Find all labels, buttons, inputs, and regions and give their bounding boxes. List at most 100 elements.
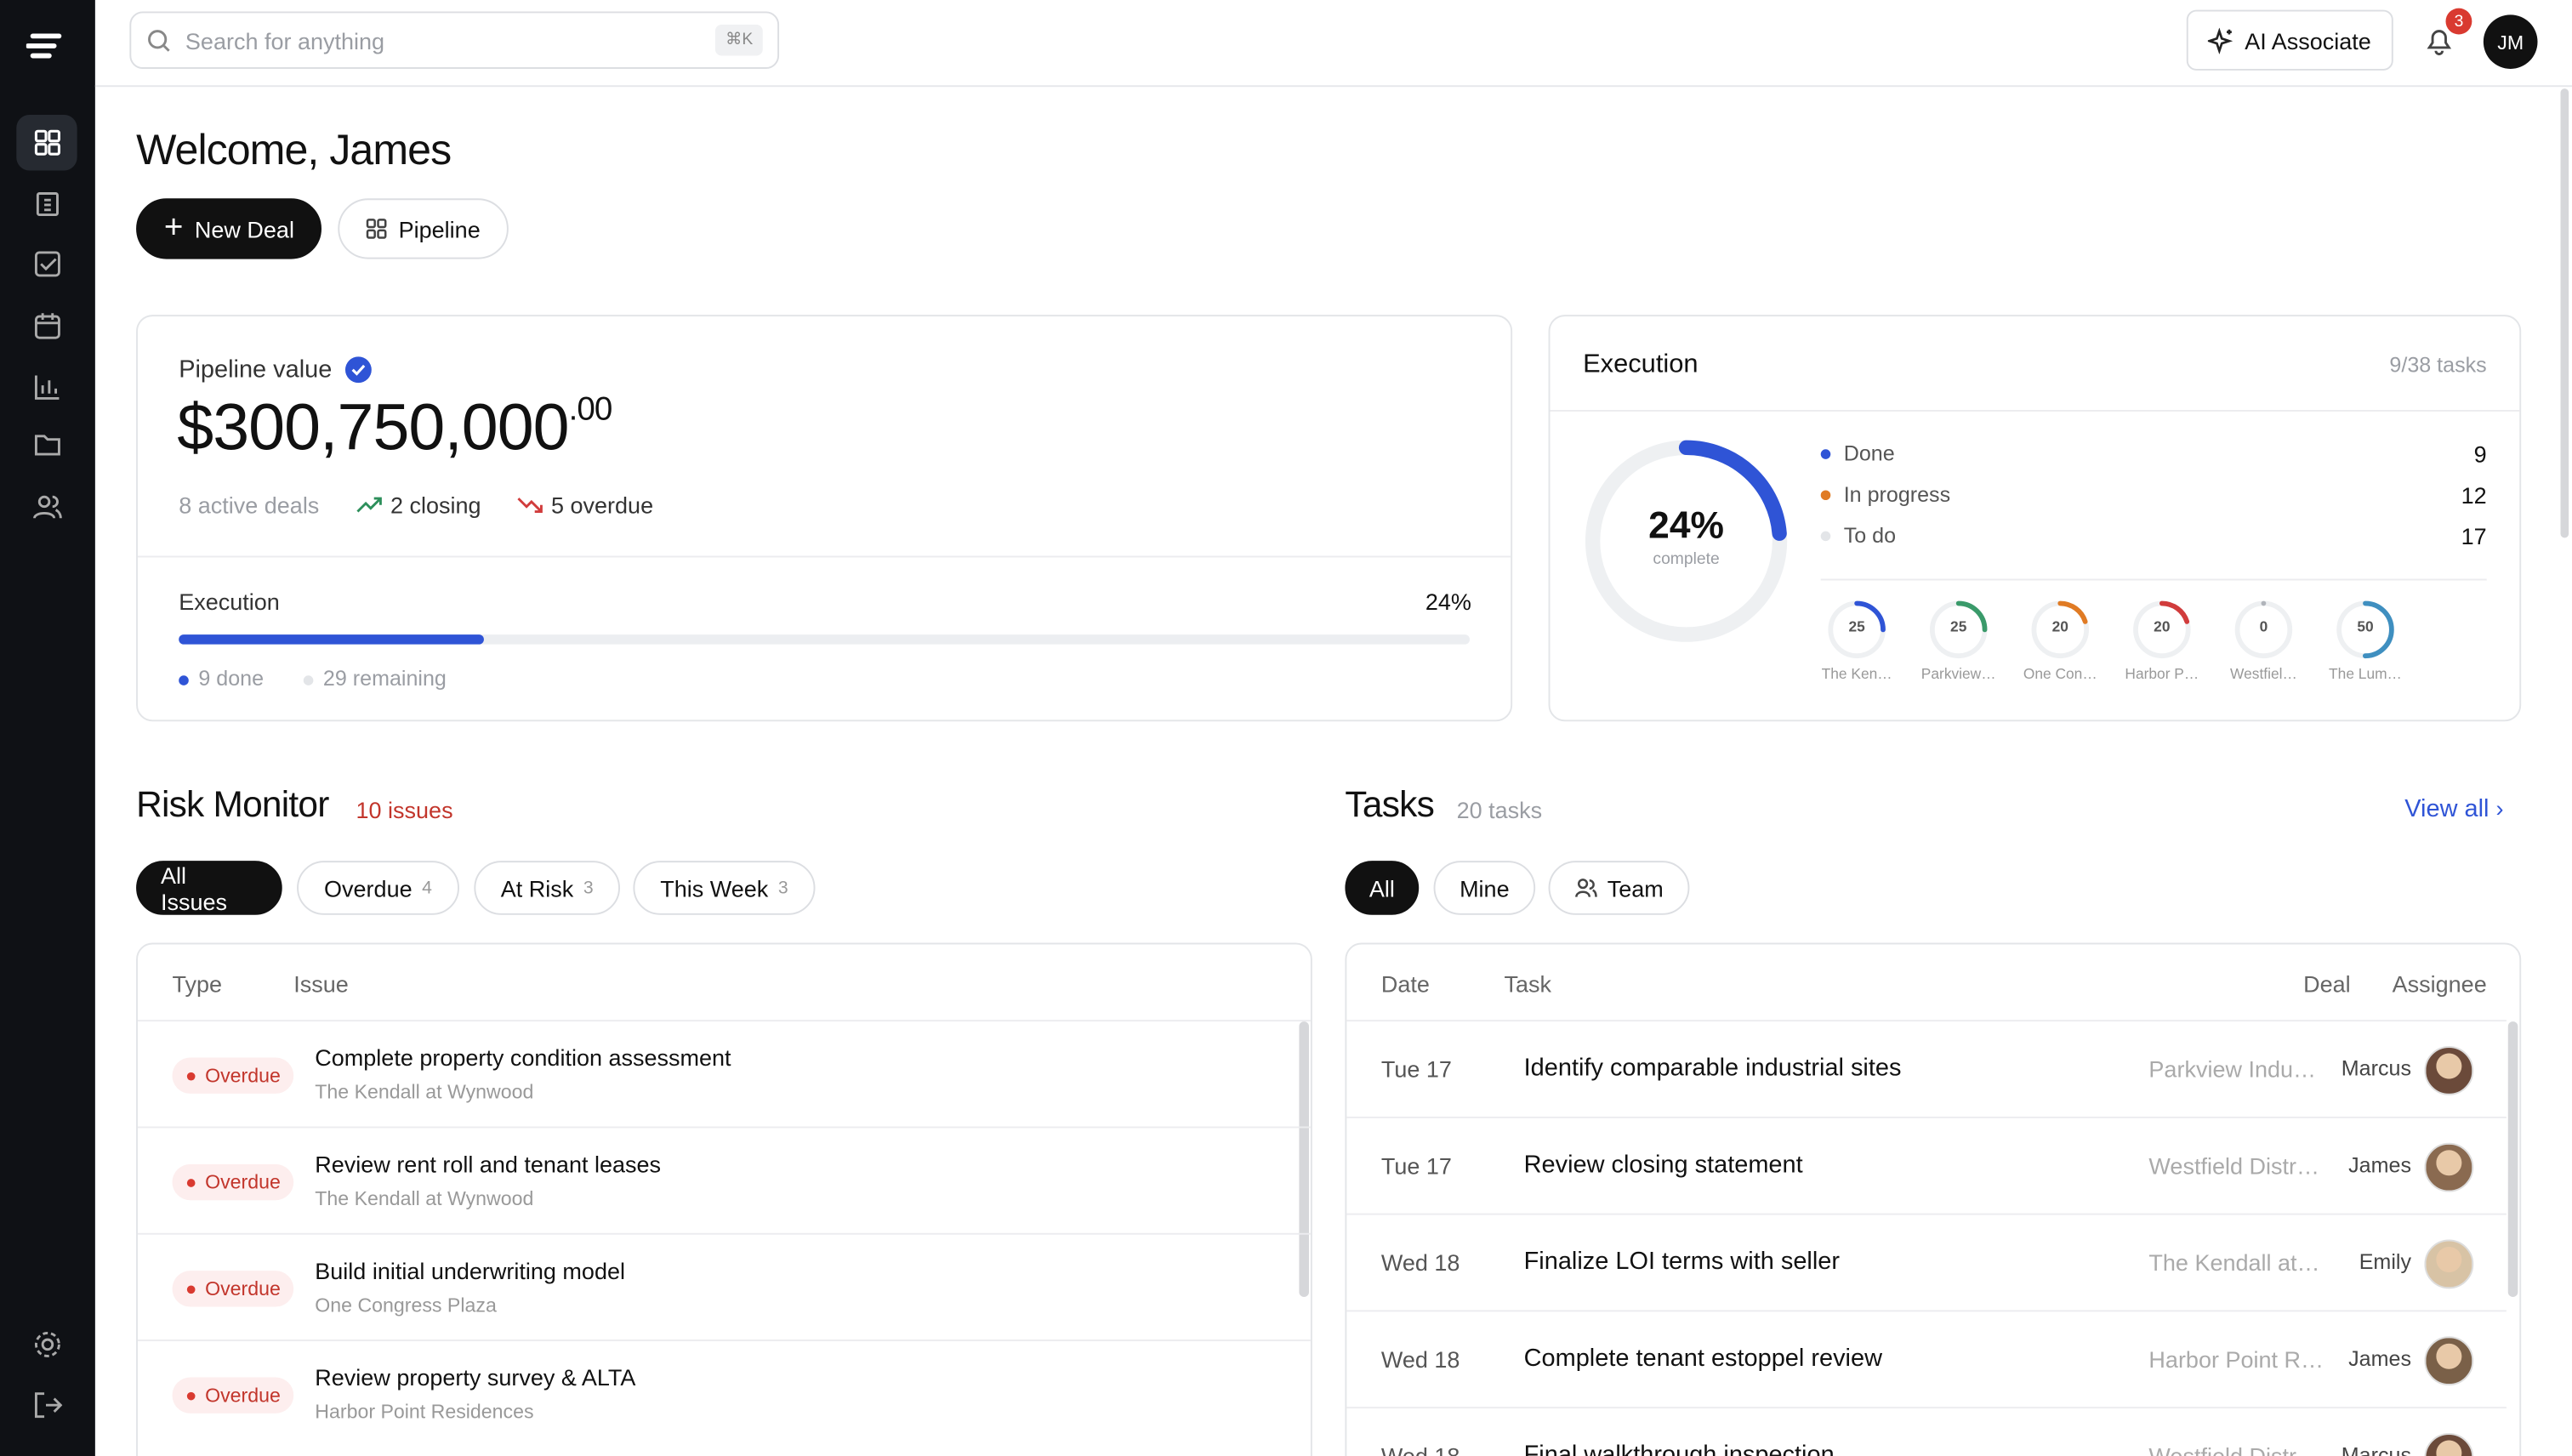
task-date: Tue 17 — [1380, 1055, 1452, 1083]
mini-value: 25 — [1950, 617, 1967, 635]
legend-item: In progress 12 — [1820, 481, 2487, 509]
legend-item: Done 9 — [1820, 441, 2487, 468]
closing-count: 2 closing — [390, 492, 481, 519]
issue-title: Build initial underwriting model — [315, 1257, 625, 1284]
task-assignee: Marcus — [2341, 1442, 2411, 1456]
nav-logout[interactable] — [16, 1377, 77, 1433]
issue-title: Complete property condition assessment — [315, 1044, 731, 1071]
ring-arc — [1828, 600, 1886, 659]
filter-pill[interactable]: Team — [1548, 861, 1690, 915]
ring-arc — [2031, 600, 2090, 659]
legend-dot — [1820, 449, 1831, 459]
nav-reports[interactable] — [16, 359, 77, 415]
bell-icon[interactable] — [2424, 26, 2454, 56]
filter-pill[interactable]: Mine — [1433, 861, 1536, 915]
filter-pill[interactable]: Overdue 4 — [297, 861, 459, 915]
new-deal-button[interactable]: + New Deal — [136, 198, 322, 259]
mini-value: 50 — [2357, 617, 2374, 635]
pipeline-button[interactable]: Pipeline — [338, 198, 509, 259]
issue-deal: The Kendall at Wynwood — [315, 1186, 534, 1210]
nav-calendar[interactable] — [16, 299, 77, 355]
pipeline-value: $300,750,000.00 — [177, 392, 612, 466]
task-row[interactable]: Tue 17 Review closing statement Westfield … — [1346, 1116, 2507, 1215]
issue-row[interactable]: Overdue Review property survey & ALTA Harb… — [137, 1339, 1311, 1447]
legend-dot — [1820, 490, 1831, 501]
task-row[interactable]: Wed 18 Complete tenant estoppel review Har… — [1346, 1310, 2507, 1408]
nav-documents[interactable] — [16, 417, 77, 473]
nav-team[interactable] — [16, 479, 77, 535]
filter-pill[interactable]: All Issues — [136, 861, 282, 915]
mini-ring — [2031, 600, 2090, 659]
execution-percent: 24% — [1425, 589, 1471, 615]
filter-count: 4 — [422, 878, 432, 898]
nav-tasks[interactable] — [16, 236, 77, 293]
done-label: 9 done — [198, 665, 265, 691]
issue-row[interactable]: Overdue Build initial underwriting model O… — [137, 1232, 1311, 1341]
execution-card: Execution 9/38 tasks 24% complete Done 9 I… — [1548, 315, 2522, 722]
user-avatar[interactable]: JM — [2483, 14, 2538, 69]
task-date: Tue 17 — [1380, 1152, 1452, 1180]
welcome-title: Welcome, James — [136, 124, 452, 174]
mini-label: The Ken… — [1821, 665, 1892, 683]
nav-properties[interactable] — [16, 175, 77, 231]
mini-label: One Con… — [2023, 665, 2097, 683]
mini-label: The Lum… — [2329, 665, 2402, 683]
donut-percent: 24% — [1648, 503, 1724, 547]
task-deal: Harbor Point R… — [2148, 1345, 2324, 1373]
issue-deal: One Congress Plaza — [315, 1294, 497, 1317]
ai-associate-button[interactable]: AI Associate — [2186, 9, 2393, 71]
filter-pill[interactable]: This Week 3 — [633, 861, 816, 915]
legend-label: In progress — [1843, 481, 1951, 507]
task-deal: The Kendall at… — [2148, 1249, 2320, 1276]
pipeline-label: Pipeline value — [179, 355, 333, 384]
divider — [137, 555, 1511, 558]
progress-fill — [179, 634, 485, 645]
tasks-title: Tasks — [1345, 783, 1435, 825]
view-all-link[interactable]: View all › — [2404, 795, 2504, 823]
ring-arc — [2234, 600, 2293, 659]
progress-track — [179, 634, 1470, 645]
filter-count: 3 — [777, 878, 788, 898]
filter-pill[interactable]: At Risk 3 — [474, 861, 620, 915]
divider — [1820, 578, 2487, 581]
task-row[interactable]: Wed 18 Final walkthrough inspection Westfi… — [1346, 1407, 2507, 1456]
active-deals: 8 active deals — [179, 492, 320, 519]
legend-label: To do — [1843, 523, 1897, 548]
nav-settings[interactable] — [16, 1317, 77, 1373]
task-title: Final walkthrough inspection — [1523, 1441, 1835, 1456]
tasks-count: 20 tasks — [1456, 796, 1543, 823]
filter-label: All Issues — [160, 862, 228, 914]
task-row[interactable]: Wed 18 Finalize LOI terms with seller The … — [1346, 1213, 2507, 1312]
nav-dashboard[interactable] — [16, 114, 77, 171]
legend-value: 9 — [2473, 441, 2487, 468]
legend-dot — [1820, 531, 1831, 542]
search-icon — [148, 30, 170, 52]
task-row[interactable]: Tue 17 Identify comparable industrial sit… — [1346, 1020, 2507, 1118]
topbar: Search for anything ⌘K AI Associate 3 JM — [94, 0, 2572, 88]
type-badge: Overdue — [172, 1377, 294, 1413]
search-box[interactable]: Search for anything ⌘K — [129, 11, 780, 69]
filter-pill[interactable]: All — [1345, 861, 1420, 915]
issue-deal: Harbor Point Residences — [315, 1400, 534, 1424]
assignee-avatar — [2424, 1336, 2474, 1386]
ai-label: AI Associate — [2245, 26, 2371, 54]
task-assignee: James — [2348, 1152, 2411, 1178]
assignee-avatar — [2424, 1239, 2474, 1289]
task-count: 9/38 tasks — [2389, 352, 2487, 378]
column-header: Issue — [293, 970, 349, 998]
new-deal-label: New Deal — [194, 215, 294, 242]
mini-value: 0 — [2259, 617, 2268, 635]
legend-value: 12 — [2461, 481, 2487, 509]
remaining-label: 29 remaining — [322, 665, 447, 691]
column-header: Task — [1504, 970, 1552, 998]
pipeline-card: Pipeline value $300,750,000.00 8 active … — [136, 315, 1513, 722]
issue-title: Review property survey & ALTA — [315, 1364, 636, 1391]
assignee-avatar — [2424, 1142, 2474, 1192]
column-header: Deal — [2303, 970, 2351, 998]
issue-row[interactable]: Overdue Review rent roll and tenant lease… — [137, 1126, 1311, 1234]
issue-row[interactable]: Overdue Complete property condition asses… — [137, 1020, 1311, 1128]
task-assignee: Emily — [2359, 1249, 2411, 1275]
mini-label: Westfiel… — [2230, 665, 2297, 683]
